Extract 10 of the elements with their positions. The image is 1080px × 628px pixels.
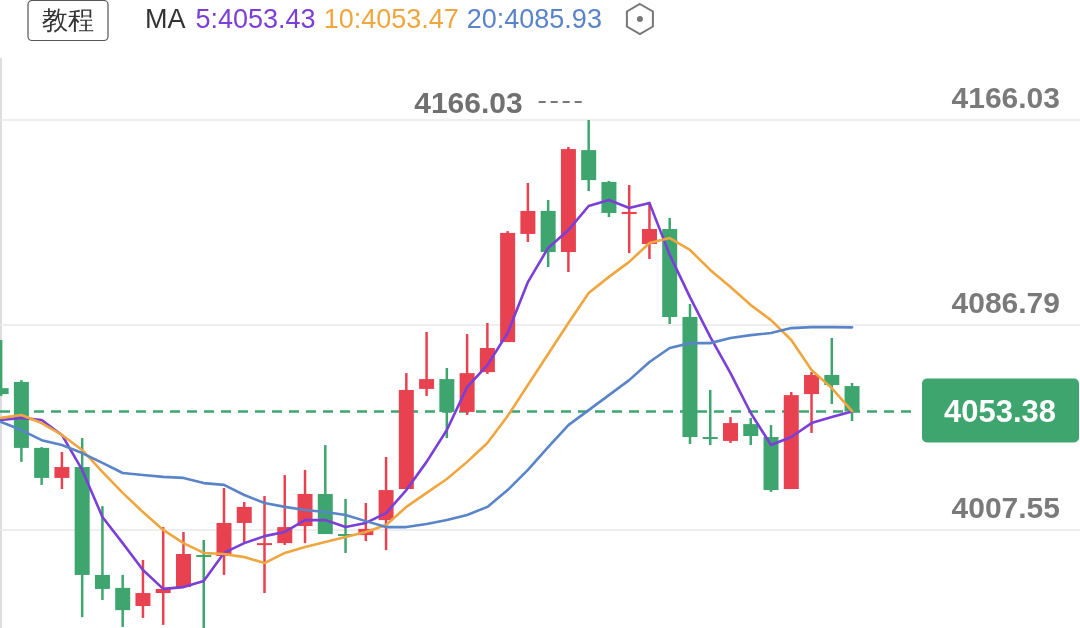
text: 教程: [42, 5, 94, 35]
y-tick-label: 4086.79: [951, 286, 1060, 320]
annotation: 4166.03: [414, 86, 523, 120]
text: 5:4053.43: [195, 4, 316, 34]
text: 20:4085.93: [466, 4, 602, 34]
legend-title: MA: [145, 4, 186, 34]
text: 10:4053.47: [323, 4, 459, 34]
y-tick-label: 4007.55: [951, 491, 1060, 525]
ref-line-label: 4053.38: [943, 394, 1057, 430]
y-tick-label: 4166.03: [951, 81, 1060, 115]
